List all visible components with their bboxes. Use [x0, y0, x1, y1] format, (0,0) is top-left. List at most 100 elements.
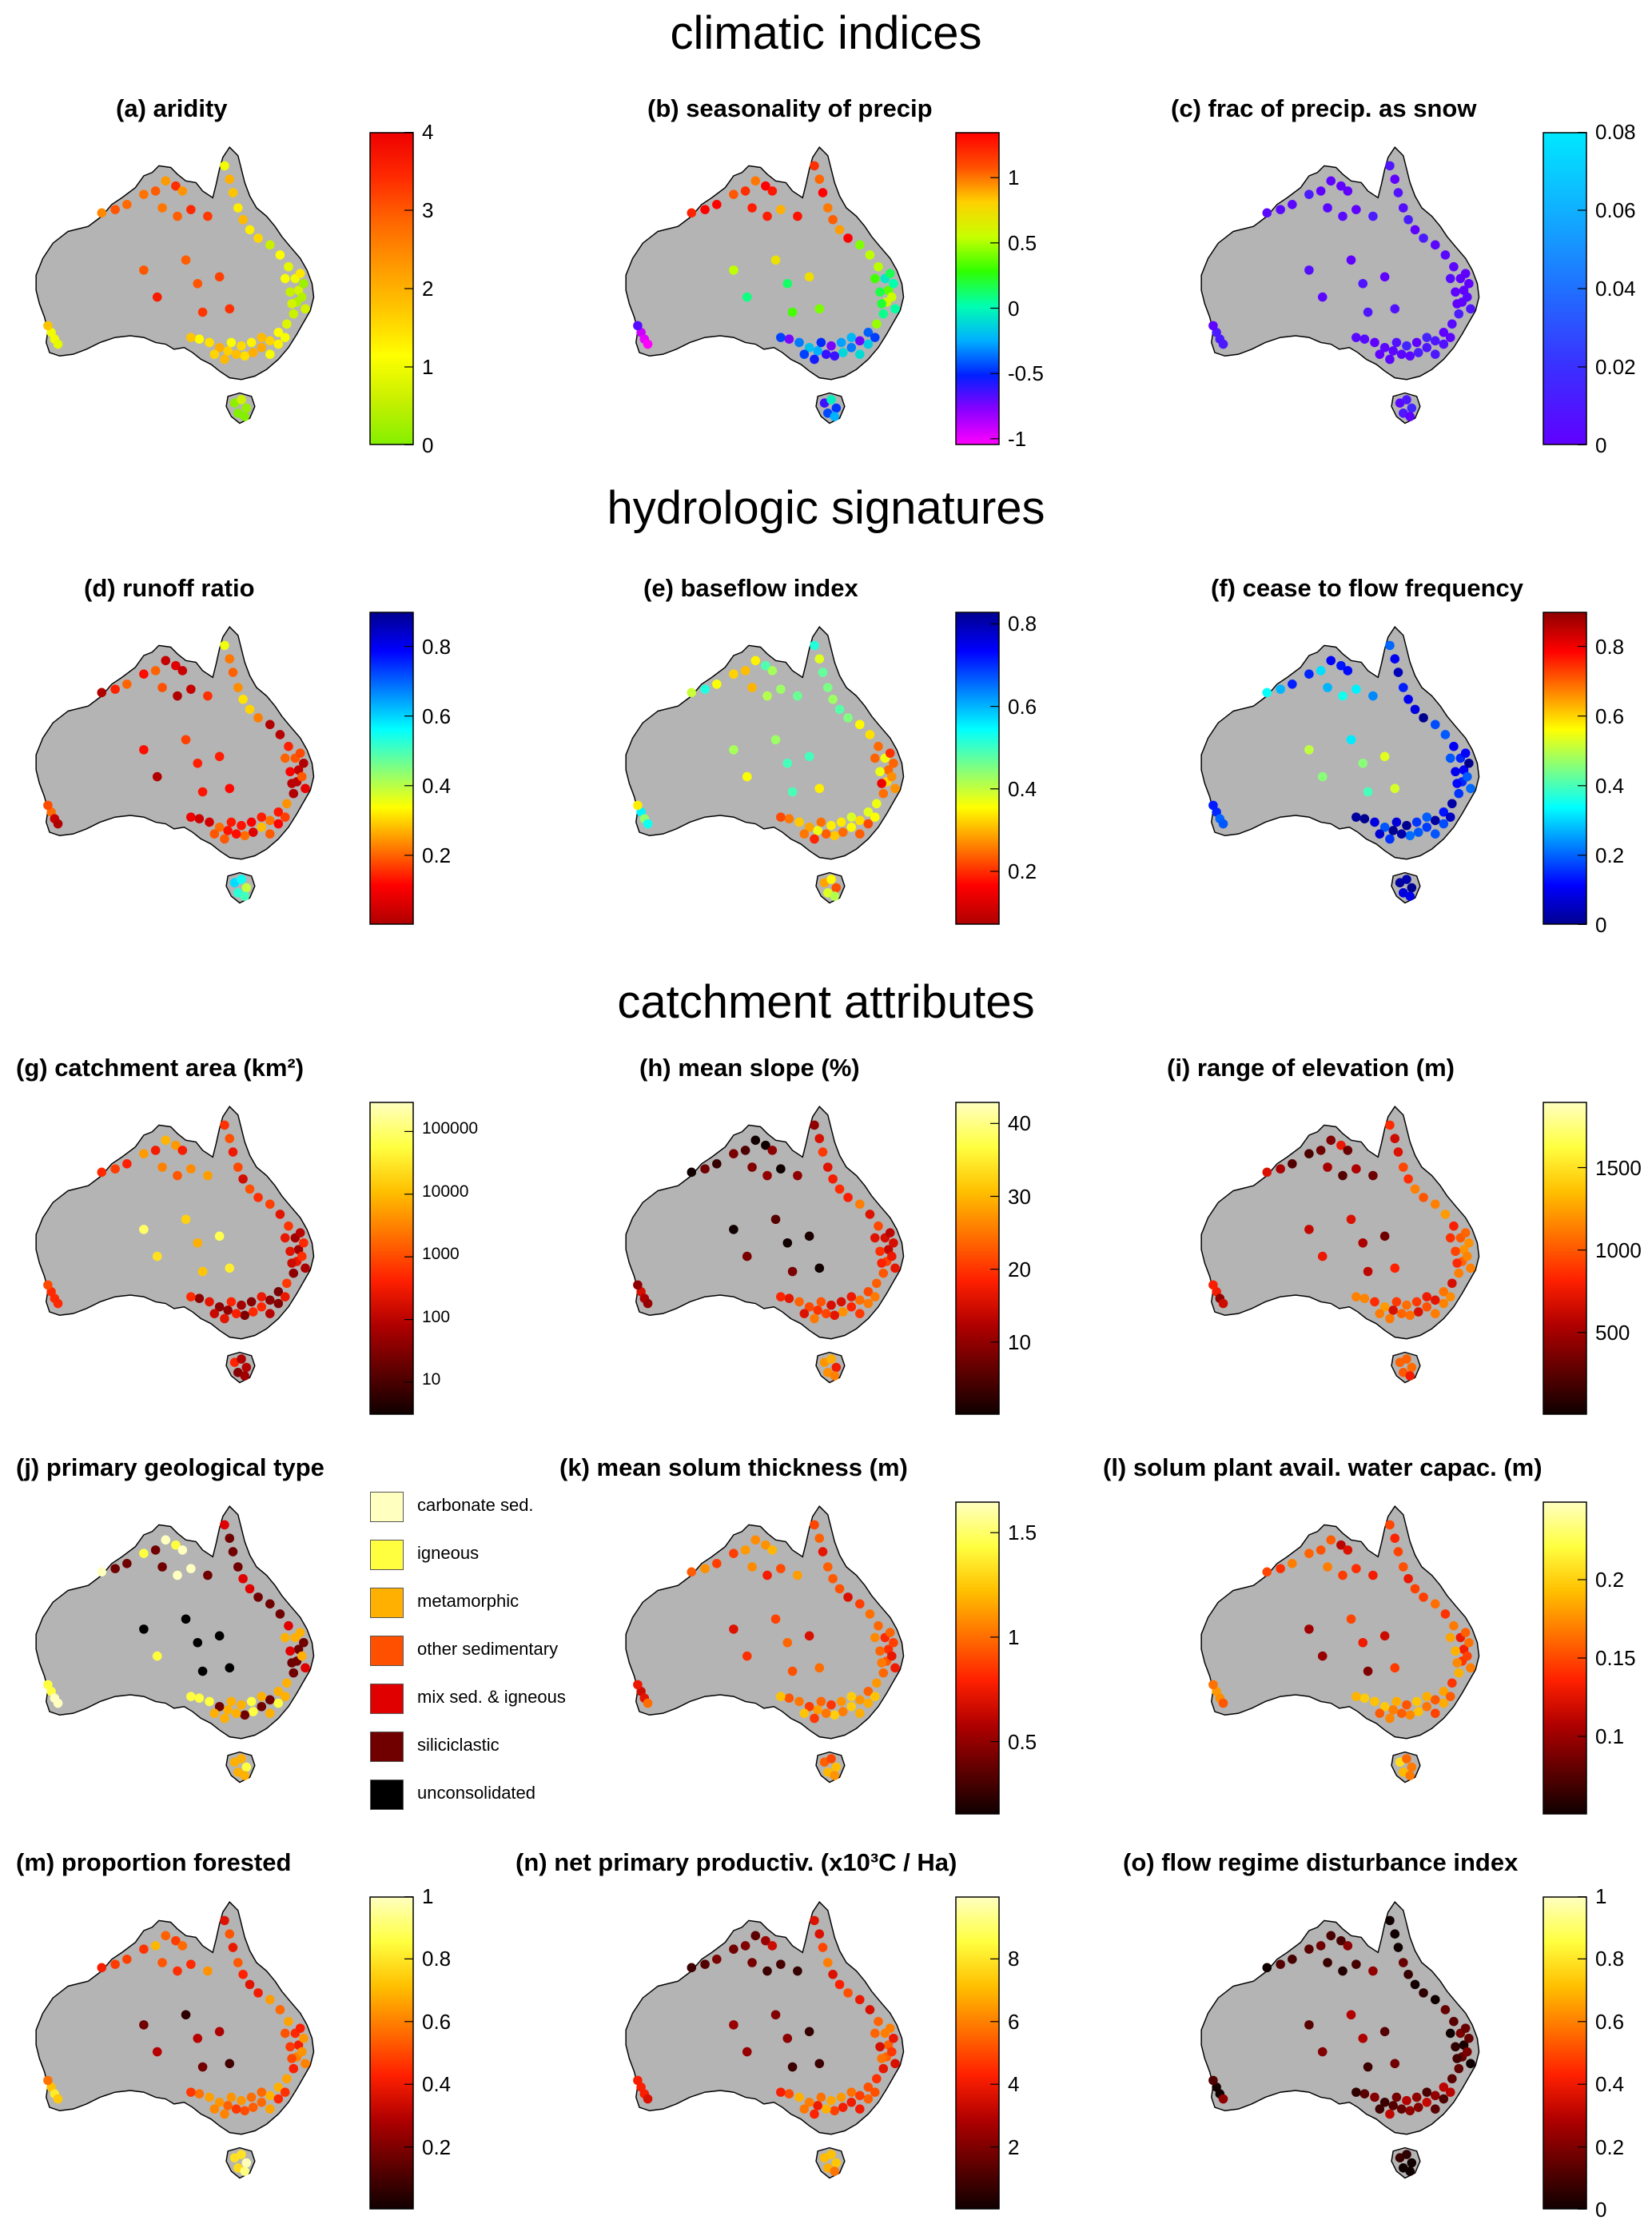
station-point	[157, 1958, 167, 1967]
colorbar-e	[955, 612, 1000, 925]
station-point	[872, 319, 882, 329]
station-point	[700, 1164, 710, 1174]
station-point	[828, 1174, 838, 1184]
station-point	[265, 1309, 275, 1318]
station-point	[826, 2150, 836, 2159]
station-point	[767, 1941, 778, 1951]
station-point	[237, 1754, 246, 1764]
map-h	[625, 1106, 905, 1384]
station-point	[220, 1915, 229, 1926]
station-point	[870, 1292, 880, 1301]
station-point	[139, 1624, 149, 1634]
station-point	[245, 225, 255, 235]
station-point	[814, 1663, 825, 1673]
station-point	[186, 684, 196, 694]
station-point	[826, 875, 836, 884]
station-point	[747, 683, 757, 692]
panel-title-k: (k) mean solum thickness (m)	[559, 1453, 908, 1481]
station-point	[1460, 1628, 1471, 1637]
station-point	[228, 1943, 238, 1952]
station-point	[1439, 339, 1449, 349]
station-point	[762, 1966, 772, 1976]
station-point	[740, 1146, 750, 1155]
station-point	[152, 1651, 162, 1661]
map-k	[625, 1505, 905, 1784]
station-point	[280, 2028, 290, 2039]
station-point	[248, 827, 258, 837]
station-point	[834, 1584, 845, 1594]
station-point	[813, 826, 822, 835]
station-point	[855, 2104, 865, 2114]
station-point	[1439, 2083, 1449, 2092]
colorbar-tick-n: 4	[1008, 2072, 1020, 2097]
station-point	[687, 1567, 697, 1577]
colorbar-tick-n: 8	[1008, 1947, 1020, 1971]
station-point	[1218, 339, 1228, 349]
station-point	[1304, 1944, 1314, 1954]
station-point	[53, 1698, 63, 1708]
station-point	[97, 1567, 107, 1577]
station-point	[1262, 688, 1272, 698]
colorbar-tick-f: 0.2	[1595, 843, 1625, 867]
station-point	[1452, 779, 1462, 788]
station-point	[193, 1637, 203, 1648]
colorbar-tick-m: 0.2	[422, 2134, 452, 2159]
station-point	[280, 812, 290, 822]
station-point	[161, 656, 171, 666]
station-point	[1454, 2063, 1464, 2074]
station-point	[1466, 783, 1475, 794]
station-point	[814, 654, 825, 664]
station-point	[253, 233, 263, 243]
station-point	[285, 287, 295, 297]
station-point	[826, 820, 836, 831]
station-point	[776, 333, 786, 342]
station-point	[273, 339, 284, 349]
station-point	[1407, 1762, 1417, 1772]
station-point	[1439, 1298, 1449, 1309]
legend-label-2: metamorphic	[417, 1591, 519, 1611]
colorbar-tick-o: 0	[1595, 2198, 1607, 2222]
station-point	[1399, 1958, 1408, 1967]
station-point	[231, 2104, 241, 2114]
station-point	[793, 1966, 802, 1976]
station-point	[1385, 640, 1395, 651]
station-point	[855, 2091, 865, 2101]
station-point	[257, 1701, 267, 1712]
station-point	[855, 1295, 865, 1305]
station-point	[643, 1698, 653, 1708]
station-point	[874, 1221, 883, 1231]
colorbar-tick-m: 0.8	[422, 1947, 452, 1971]
station-point	[1262, 1167, 1272, 1178]
station-point	[750, 1931, 761, 1941]
station-point	[214, 2027, 225, 2037]
colorbar-tick-i: 1500	[1595, 1155, 1642, 1180]
station-point	[823, 203, 833, 213]
station-point	[875, 767, 885, 777]
station-point	[1288, 1955, 1297, 1964]
station-point	[870, 1632, 880, 1643]
station-point	[1413, 827, 1423, 837]
station-point	[1288, 680, 1297, 689]
station-point	[265, 719, 275, 730]
station-point	[225, 654, 235, 664]
station-point	[776, 684, 786, 694]
station-point	[299, 1637, 309, 1648]
station-point	[1449, 261, 1459, 272]
station-point	[810, 354, 819, 365]
station-point	[226, 1696, 237, 1707]
station-point	[799, 1708, 810, 1718]
station-point	[1370, 337, 1379, 348]
station-point	[784, 1293, 794, 1303]
station-point	[810, 1120, 819, 1130]
station-point	[1317, 771, 1328, 782]
station-point	[830, 1310, 839, 1321]
station-point	[1262, 208, 1272, 218]
colorbar-tick-d: 0.8	[422, 634, 452, 659]
station-point	[816, 2092, 826, 2102]
station-point	[253, 713, 263, 723]
station-point	[865, 730, 875, 739]
station-point	[297, 771, 307, 782]
station-point	[225, 2059, 235, 2069]
panel-title-c: (c) frac of precip. as snow	[1171, 94, 1477, 122]
station-point	[828, 1969, 838, 1979]
